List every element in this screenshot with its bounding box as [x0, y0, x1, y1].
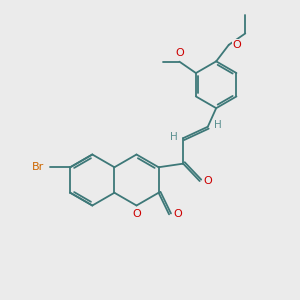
Text: O: O — [204, 176, 212, 186]
Text: O: O — [173, 209, 182, 219]
Text: O: O — [175, 48, 184, 58]
Text: O: O — [132, 209, 141, 219]
Text: H: H — [170, 132, 178, 142]
Text: H: H — [214, 120, 221, 130]
Text: Br: Br — [32, 162, 44, 172]
Text: O: O — [233, 40, 242, 50]
